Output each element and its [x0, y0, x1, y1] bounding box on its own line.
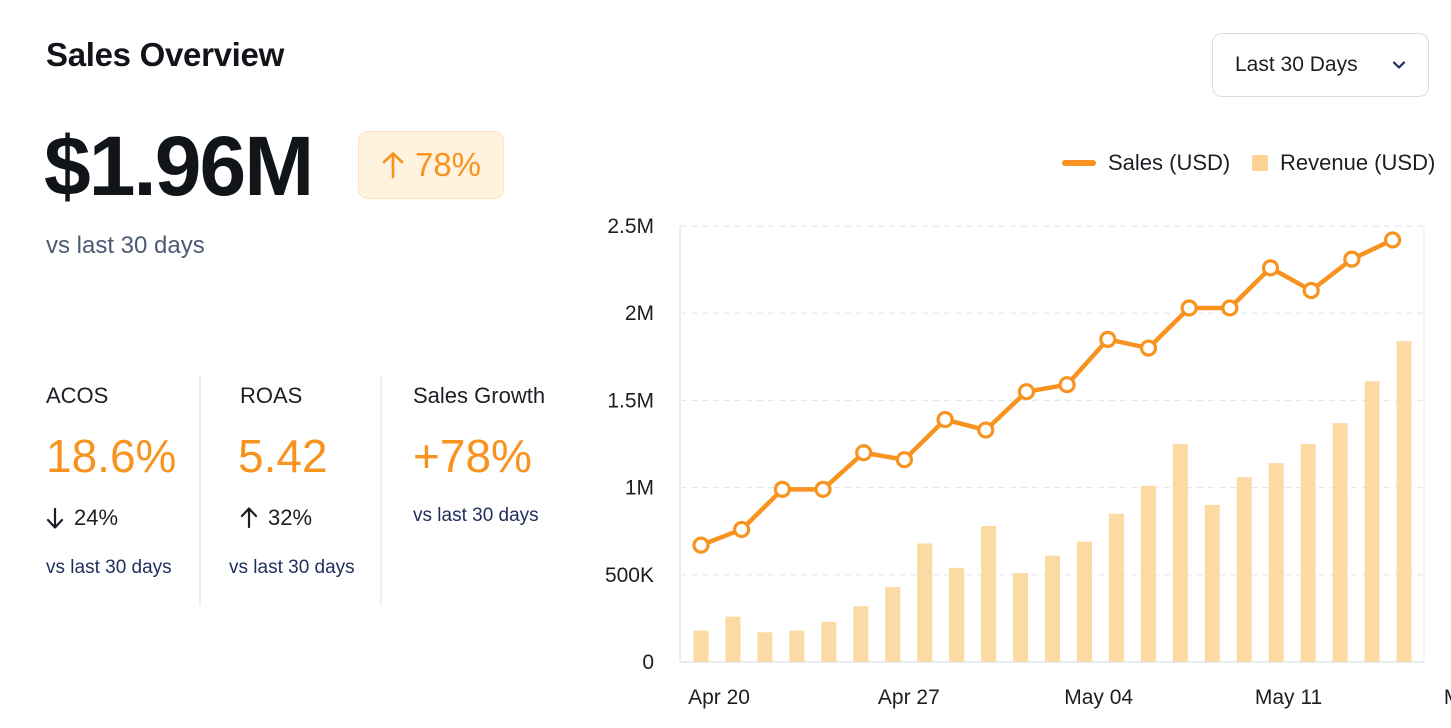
revenue-bar — [725, 616, 741, 662]
y-tick-label: 1M — [625, 477, 654, 500]
sales-point — [855, 444, 873, 462]
date-range-select[interactable]: Last 30 Days — [1212, 33, 1429, 97]
revenue-bar — [1236, 477, 1252, 662]
sales-point — [692, 536, 710, 554]
revenue-bar — [981, 525, 997, 662]
revenue-bar — [1332, 423, 1348, 662]
metric-value: 18.6% — [46, 430, 177, 482]
metric-comparison: vs last 30 days — [46, 557, 172, 578]
revenue-bar — [917, 543, 933, 662]
x-tick-label: May 11 — [1255, 686, 1322, 709]
metric-comparison: vs last 30 days — [413, 505, 539, 526]
y-tick-label: 1.5M — [607, 389, 654, 412]
sales-point — [733, 520, 751, 539]
metric-roas: ROAS 5.42 32% vs last 30 days — [229, 383, 355, 579]
sales-point — [1302, 281, 1320, 300]
arrow-down-icon — [46, 507, 64, 529]
sales-point — [936, 410, 954, 429]
metric-label: ROAS — [240, 383, 303, 408]
summary-comparison: vs last 30 days — [46, 232, 205, 259]
y-tick-label: 500K — [605, 564, 654, 587]
revenue-bar — [885, 587, 901, 662]
revenue-bar — [693, 630, 709, 662]
revenue-bar — [789, 630, 805, 662]
legend-bar-swatch — [1252, 155, 1268, 171]
page-title: Sales Overview — [46, 36, 284, 73]
metric-divider — [199, 376, 201, 606]
y-tick-label: 0 — [642, 651, 654, 674]
legend-line-swatch — [1062, 160, 1096, 166]
legend-label: Sales (USD) — [1108, 150, 1231, 175]
metric-delta-value: 32% — [268, 505, 313, 530]
sales-point — [1058, 376, 1076, 394]
metric-comparison: vs last 30 days — [229, 557, 355, 578]
change-badge: 78% — [358, 131, 504, 199]
arrow-up-icon — [240, 507, 258, 529]
metric-divider — [380, 376, 382, 606]
sales-point — [977, 421, 995, 439]
metric-delta: 32% — [229, 505, 355, 531]
y-tick-label: 2M — [625, 302, 654, 325]
revenue-bar — [1172, 444, 1188, 662]
x-tick-label: Apr 27 — [878, 686, 940, 709]
revenue-bar — [1013, 573, 1029, 662]
legend-item-revenue: Revenue (USD) — [1252, 148, 1435, 178]
sales-point — [814, 480, 832, 498]
chevron-down-icon — [1392, 61, 1406, 69]
y-tick-label: 2.5M — [607, 215, 654, 238]
legend-item-sales: Sales (USD) — [1062, 148, 1230, 178]
total-sales-value: $1.96M — [44, 119, 314, 213]
revenue-bar — [1396, 341, 1412, 662]
revenue-bar — [1204, 505, 1220, 662]
date-range-label: Last 30 Days — [1235, 53, 1358, 76]
sales-line — [698, 237, 1395, 548]
x-tick-label: May 04 — [1064, 686, 1133, 709]
revenue-bar — [1108, 513, 1124, 662]
change-badge-value: 78% — [414, 146, 482, 183]
metric-sales-growth: Sales Growth +78% vs last 30 days — [413, 383, 545, 527]
revenue-bar — [821, 621, 837, 662]
sales-point — [1383, 231, 1402, 249]
metric-delta-value: 24% — [74, 505, 119, 530]
revenue-bar — [1045, 555, 1060, 662]
metric-delta: 24% — [46, 505, 176, 531]
metric-value: +78% — [413, 430, 532, 482]
revenue-bar — [1364, 381, 1380, 662]
x-tick-label: Apr 20 — [688, 686, 750, 709]
revenue-bar — [1268, 463, 1284, 662]
sales-point — [1099, 330, 1117, 348]
revenue-bar — [757, 632, 773, 662]
metric-label: ACOS — [46, 383, 109, 408]
metric-label: Sales Growth — [413, 383, 546, 408]
sales-point — [1139, 339, 1158, 357]
revenue-bar — [853, 606, 869, 662]
sales-point — [1343, 250, 1361, 268]
revenue-bar — [1076, 541, 1092, 662]
sales-point — [773, 480, 791, 498]
revenue-bar — [1300, 444, 1316, 662]
metric-acos: ACOS 18.6% 24% vs last 30 days — [46, 383, 176, 579]
revenue-bar — [1140, 485, 1156, 662]
metric-value: 5.42 — [238, 430, 328, 482]
x-tick-label: May 18 — [1444, 686, 1451, 709]
sales-point — [1221, 299, 1239, 317]
sales-point — [895, 451, 914, 469]
sales-point — [1261, 259, 1280, 277]
revenue-bar — [949, 567, 965, 662]
legend-label: Revenue (USD) — [1280, 150, 1436, 175]
arrow-up-icon — [382, 152, 404, 179]
sales-point — [1180, 299, 1198, 317]
sales-point — [1017, 383, 1036, 401]
